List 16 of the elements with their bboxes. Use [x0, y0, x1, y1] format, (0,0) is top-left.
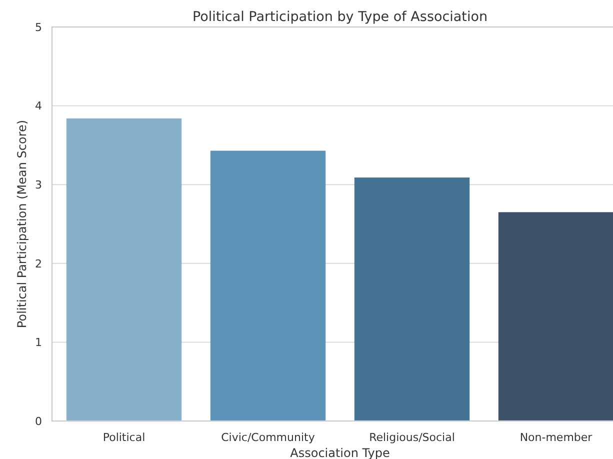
bar [498, 212, 613, 421]
x-tick-label: Non-member [520, 431, 593, 444]
y-axis-title: Political Participation (Mean Score) [15, 120, 29, 328]
chart-title: Political Participation by Type of Association [192, 9, 488, 25]
y-tick-label: 1 [35, 336, 42, 350]
y-tick-label: 2 [35, 257, 42, 270]
y-tick-label: 5 [35, 20, 42, 34]
bar [210, 150, 326, 421]
y-tick-label: 3 [35, 178, 42, 192]
bar [66, 118, 182, 421]
bar [354, 178, 470, 421]
y-tick-label: 0 [35, 414, 42, 428]
x-tick-label: Civic/Community [221, 431, 316, 444]
y-tick-label: 4 [35, 100, 42, 113]
x-tick-label: Political [102, 431, 146, 444]
x-tick-label: Religious/Social [369, 431, 455, 444]
